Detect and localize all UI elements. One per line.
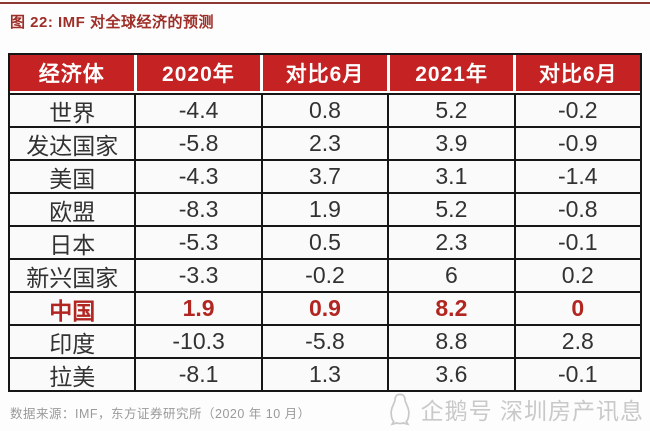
table-cell: -0.1 [515, 359, 640, 390]
table-header-row: 经济体 2020年 对比6月 2021年 对比6月 [10, 55, 640, 93]
figure-title: 图 22: IMF 对全球经济的预测 [10, 14, 215, 31]
table-cell: -4.3 [136, 161, 261, 192]
table-cell: -0.1 [515, 227, 640, 258]
table-cell: 0.5 [262, 227, 388, 258]
table-cell: 5.2 [389, 194, 514, 225]
table-cell: 2.3 [262, 128, 388, 159]
table-cell-highlight: 0 [515, 293, 640, 324]
row-label-emerging: 新兴国家 [10, 260, 135, 291]
table-cell: 8.8 [389, 326, 514, 357]
table-cell-highlight: 8.2 [389, 293, 514, 324]
top-divider-rule [0, 2, 650, 4]
table-cell: 3.6 [389, 359, 514, 390]
row-label-advanced: 发达国家 [10, 128, 135, 159]
header-2020: 2020年 [136, 55, 261, 91]
watermark-label: 企鹅号 深圳房产讯息 [420, 398, 644, 424]
row-label-world: 世界 [10, 95, 135, 126]
table-cell: -5.3 [136, 227, 261, 258]
data-source-note: 数据来源：IMF，东方证券研究所（2020 年 10 月） [10, 407, 311, 421]
table-cell-highlight: 1.9 [136, 293, 261, 324]
table-cell: -5.8 [136, 128, 261, 159]
row-label-usa: 美国 [10, 161, 135, 192]
table-cell: 2.3 [389, 227, 514, 258]
table-cell: 3.1 [389, 161, 514, 192]
table-cell: 1.3 [262, 359, 388, 390]
header-vs-june-2020: 对比6月 [263, 55, 387, 91]
table-cell: -8.3 [136, 194, 261, 225]
table-cell: -5.8 [262, 326, 388, 357]
row-label-latam: 拉美 [10, 359, 135, 390]
table-cell: -4.4 [136, 95, 261, 126]
table-cell: -10.3 [136, 326, 261, 357]
table-cell: -3.3 [136, 260, 261, 291]
row-label-eu: 欧盟 [10, 194, 135, 225]
table-cell: 0.2 [515, 260, 640, 291]
table-cell: 3.7 [262, 161, 388, 192]
imf-forecast-table: 经济体 2020年 对比6月 2021年 对比6月 世界 -4.4 0.8 5.… [8, 53, 642, 392]
row-label-india: 印度 [10, 326, 135, 357]
table-cell: 0.8 [262, 95, 388, 126]
table-body: 世界 -4.4 0.8 5.2 -0.2 发达国家 -5.8 2.3 3.9 -… [10, 93, 640, 390]
table-cell: 2.8 [515, 326, 640, 357]
table-cell: -0.8 [515, 194, 640, 225]
table-cell: -8.1 [136, 359, 261, 390]
penguin-icon [387, 392, 413, 426]
header-economy: 经济体 [10, 55, 134, 91]
table-cell: -1.4 [515, 161, 640, 192]
table-cell: 3.9 [389, 128, 514, 159]
table-cell-highlight: 0.9 [262, 293, 388, 324]
table-cell: -0.9 [515, 128, 640, 159]
header-2021: 2021年 [389, 55, 514, 91]
table-cell: 5.2 [389, 95, 514, 126]
table-cell: 1.9 [262, 194, 388, 225]
row-label-japan: 日本 [10, 227, 135, 258]
row-label-china: 中国 [10, 293, 135, 324]
watermark: 企鹅号 深圳房产讯息 [387, 392, 644, 426]
table-cell: 6 [389, 260, 514, 291]
table-cell: -0.2 [515, 95, 640, 126]
header-vs-june-2021: 对比6月 [516, 55, 640, 91]
table-cell: -0.2 [262, 260, 388, 291]
